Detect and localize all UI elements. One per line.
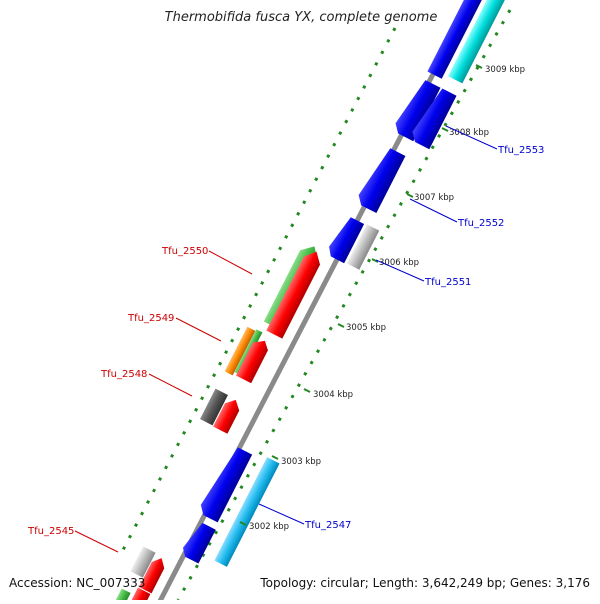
cds-tfu-2549-orange[interactable] [224, 326, 256, 376]
map-title-text: Thermobifida fusca YX, complete genome [164, 10, 438, 25]
cds-tfu-2550-red[interactable] [266, 248, 324, 339]
cds-blue-top[interactable] [427, 0, 483, 79]
cds-green-partial[interactable] [115, 588, 131, 604]
cds-cyan-top[interactable] [448, 0, 506, 84]
label-connector [74, 530, 119, 553]
cds-tfu-2545-red[interactable] [139, 555, 168, 594]
cds-tfu-2548-red[interactable] [213, 396, 243, 434]
cds-tfu-2551-blue[interactable] [325, 214, 365, 264]
gene-label-tfu-2547[interactable]: Tfu_2547 [304, 520, 351, 531]
cds-tfu-2553[interactable] [409, 85, 457, 150]
scale-label: 3008 kbp [449, 128, 489, 138]
label-connector [175, 317, 222, 342]
cds-tfu-2551-gray[interactable] [346, 224, 380, 270]
scale-label: 3007 kbp [414, 193, 454, 203]
topology-text: Topology: circular; Length: 3,642,249 bp… [260, 576, 590, 590]
cds-tfu-2547-blue[interactable] [197, 444, 253, 523]
gene-label-tfu-2553[interactable]: Tfu_2553 [497, 145, 544, 156]
label-connector [148, 373, 193, 397]
scale-label: 3002 kbp [249, 522, 289, 532]
scale-label: 3006 kbp [379, 258, 419, 268]
scale-ticks [239, 64, 483, 526]
cds-blue-3009[interactable] [392, 77, 441, 142]
scale-label: 3005 kbp [346, 323, 386, 333]
cds-tfu-2548-dark[interactable] [200, 388, 228, 426]
cds-tfu-2549-red[interactable] [235, 336, 271, 384]
cds-tfu-2552[interactable] [355, 145, 406, 214]
cds-tfu-2547-skyblue[interactable] [214, 457, 280, 567]
gene-label-tfu-2548[interactable]: Tfu_2548 [100, 369, 147, 380]
scale-label: 3003 kbp [281, 457, 321, 467]
map-title: Thermobifida fusca YX, complete genome [0, 10, 600, 25]
gene-label-tfu-2551[interactable]: Tfu_2551 [424, 277, 471, 288]
gene-label-tfu-2550[interactable]: Tfu_2550 [161, 246, 208, 257]
accession-text: Accession: NC_007333 [9, 576, 146, 590]
label-connector [375, 259, 425, 282]
forward-tick-track [120, 27, 397, 553]
gene-label-tfu-2552[interactable]: Tfu_2552 [457, 218, 504, 229]
gene-label-tfu-2549[interactable]: Tfu_2549 [127, 313, 174, 324]
scale-label: 3004 kbp [313, 390, 353, 400]
label-connector [409, 198, 458, 223]
cds-tfu-2545-gray[interactable] [130, 546, 156, 578]
label-connector [258, 503, 305, 525]
gene-label-tfu-2545[interactable]: Tfu_2545 [27, 526, 74, 537]
cds-blue-3002[interactable] [180, 520, 216, 564]
label-connector [445, 125, 498, 150]
scale-label: 3009 kbp [485, 65, 525, 75]
label-connector [208, 250, 253, 275]
reverse-tick-track [176, 9, 512, 601]
